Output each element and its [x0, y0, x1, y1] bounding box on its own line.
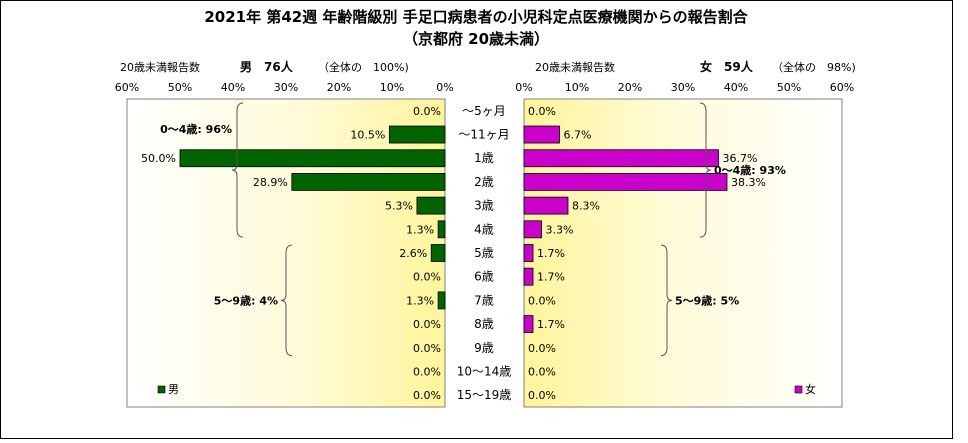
male-data-label: 1.3% [406, 294, 434, 307]
male-data-label: 2.6% [399, 247, 427, 260]
female-tick-label: 30% [671, 81, 695, 94]
female-data-label: 36.7% [723, 152, 758, 165]
female-legend-swatch [794, 385, 803, 394]
chart-subtitle: （京都府 20歳未満） [403, 30, 549, 48]
category-label: 6歳 [474, 270, 494, 284]
female-data-label: 1.7% [537, 247, 565, 260]
female-tick-label: 60% [830, 81, 854, 94]
female-tick-label: 50% [777, 81, 801, 94]
male-bar [416, 196, 446, 215]
male-data-label: 10.5% [350, 129, 385, 142]
male-data-label: 0.0% [413, 365, 441, 378]
plot-area: 20歳未満報告数 男 76人 （全体の 100%) 0% 10% 20% 30% 40% 50%… [115, 59, 856, 408]
male-data-label: 1.3% [406, 223, 434, 236]
male-header-caption: 20歳未満報告数 [120, 61, 200, 74]
male-tick-label: 50% [168, 81, 192, 94]
male-group-label: 5～9歳: 4% [214, 293, 278, 307]
male-bar [179, 149, 446, 168]
male-bar [291, 173, 446, 191]
male-tick-label: 20% [327, 81, 351, 94]
female-data-label: 1.7% [537, 318, 565, 331]
male-tick-label: 10% [380, 81, 404, 94]
category-label: 3歳 [474, 199, 494, 213]
female-data-label: 1.7% [537, 271, 565, 284]
female-data-label: 0.0% [528, 294, 556, 307]
male-group-label: 0～4歳: 96% [160, 122, 232, 136]
male-data-label: 0.0% [413, 271, 441, 284]
female-tick-label: 0% [515, 81, 532, 94]
male-tick-label: 60% [115, 81, 139, 94]
chart-title: 2021年 第42週 年齢階級別 手足口病患者の小児科定点医療機関からの報告割合 [204, 8, 748, 26]
female-data-label: 0.0% [528, 105, 556, 118]
male-group-bracket [231, 102, 244, 238]
category-label: 10～14歳 [457, 364, 512, 378]
male-tick-label: 30% [274, 81, 298, 94]
male-data-label: 0.0% [413, 105, 441, 118]
female-bar [523, 267, 534, 286]
female-data-label: 0.0% [528, 342, 556, 355]
male-header-share: （全体の 100%) [318, 60, 409, 74]
female-header-share: （全体の 98%) [772, 60, 856, 74]
female-legend-label: 女 [805, 382, 816, 396]
male-tick-label: 0% [436, 81, 453, 94]
category-label: 9歳 [474, 341, 494, 355]
category-label: 15～19歳 [457, 388, 512, 402]
category-label: ～11ヶ月 [458, 128, 509, 142]
male-legend-label: 男 [168, 383, 179, 396]
male-data-label: 0.0% [413, 389, 441, 402]
female-data-label: 38.3% [731, 176, 766, 189]
male-data-label: 28.9% [253, 176, 288, 189]
male-data-label: 0.0% [413, 318, 441, 331]
female-tick-label: 40% [724, 81, 748, 94]
male-bar [437, 291, 446, 310]
female-tick-label: 20% [618, 81, 642, 94]
female-group-label: 0～4歳: 93% [714, 163, 786, 177]
category-label: 5歳 [474, 246, 494, 260]
female-bar [523, 196, 569, 215]
female-panel [523, 98, 843, 408]
female-bar [523, 315, 534, 333]
female-data-label: 0.0% [528, 389, 556, 402]
male-data-label: 5.3% [385, 200, 413, 213]
female-bar [523, 220, 542, 239]
female-group-bracket [699, 102, 712, 238]
category-label: 1歳 [474, 151, 494, 165]
female-bar [523, 173, 728, 191]
male-bar [388, 125, 446, 144]
female-group-label: 5～9歳: 5% [675, 293, 739, 307]
category-label: 2歳 [474, 175, 494, 189]
female-header-caption: 20歳未満報告数 [535, 61, 615, 74]
female-bar [523, 125, 560, 144]
chart-border [0, 0, 953, 439]
female-bar [523, 149, 719, 168]
female-data-label: 0.0% [528, 365, 556, 378]
male-data-label: 50.0% [141, 152, 176, 165]
male-tick-label: 40% [221, 81, 245, 94]
female-data-label: 8.3% [572, 200, 600, 213]
female-tick-label: 10% [565, 81, 589, 94]
male-bar [430, 244, 446, 262]
category-label: 8歳 [474, 317, 494, 331]
male-bar [437, 220, 446, 239]
female-data-label: 3.3% [545, 223, 573, 236]
male-data-label: 0.0% [413, 342, 441, 355]
female-data-label: 6.7% [564, 129, 592, 142]
category-label: ～5ヶ月 [462, 104, 506, 118]
category-label: 7歳 [474, 293, 494, 307]
female-bar [523, 244, 534, 262]
female-group-bracket [660, 244, 673, 357]
category-label: 4歳 [474, 222, 494, 236]
male-header-count: 男 76人 [240, 59, 294, 74]
male-group-bracket [280, 244, 293, 357]
male-legend-swatch [157, 385, 166, 394]
female-header-count: 女 59人 [700, 59, 754, 74]
